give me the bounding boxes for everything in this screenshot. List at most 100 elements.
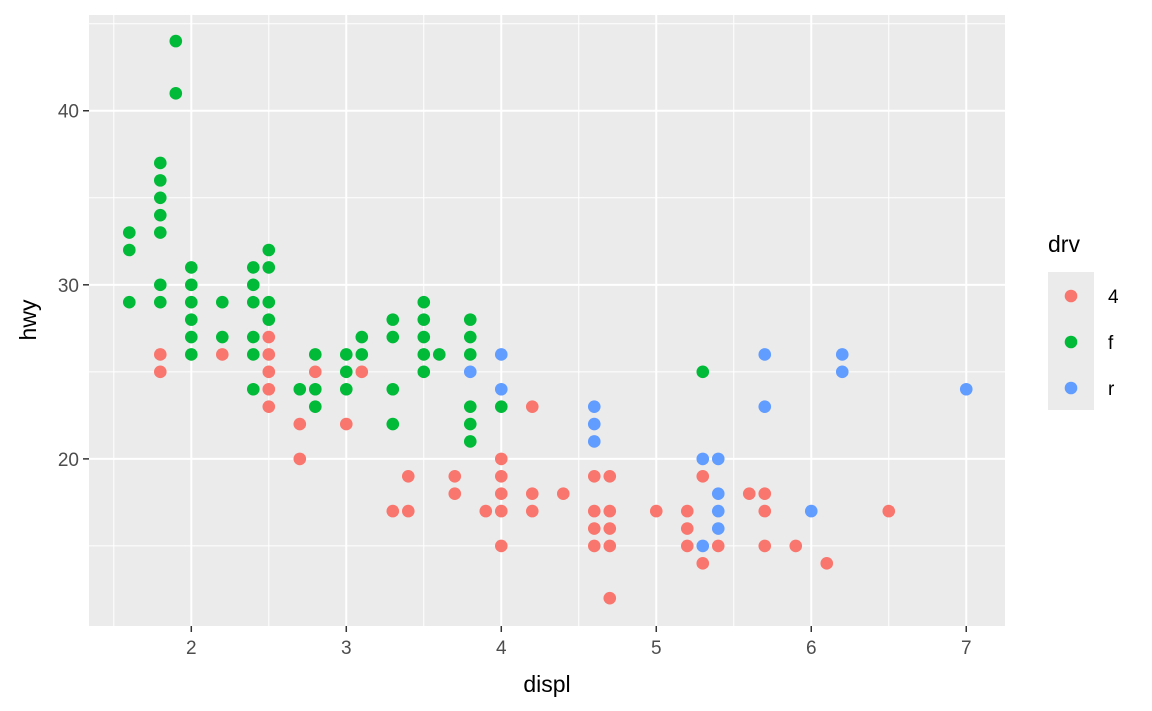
legend-key-f: [1064, 335, 1078, 349]
data-point-r: [959, 382, 973, 396]
data-point-4: [262, 365, 276, 379]
data-point-f: [417, 348, 431, 361]
legend-label-f: f: [1108, 333, 1114, 354]
data-point-r: [835, 348, 849, 361]
data-point-f: [169, 34, 183, 48]
data-point-f: [386, 313, 400, 326]
data-point-4: [742, 487, 756, 501]
data-point-f: [339, 348, 353, 361]
data-point-f: [463, 348, 477, 361]
data-point-f: [262, 313, 276, 326]
data-point-4: [448, 469, 462, 483]
data-point-r: [711, 452, 725, 466]
data-point-r: [711, 522, 725, 535]
data-point-f: [246, 382, 260, 396]
data-point-f: [463, 435, 477, 448]
data-point-4: [680, 539, 694, 553]
data-point-f: [153, 208, 167, 222]
gridlines: [89, 15, 1005, 626]
x-axis-label: displ: [523, 671, 570, 697]
data-point-f: [184, 330, 198, 344]
data-point-4: [262, 348, 276, 361]
data-point-f: [386, 330, 400, 344]
data-point-f: [153, 226, 167, 239]
data-point-f: [463, 313, 477, 326]
x-tick-label: 7: [961, 638, 972, 659]
data-point-4: [603, 469, 617, 483]
data-point-4: [556, 487, 570, 501]
data-point-4: [758, 504, 772, 518]
data-point-4: [215, 348, 229, 361]
axes: 2 3 4 5 6 7 20 30 40: [58, 102, 972, 659]
data-point-f: [308, 400, 322, 413]
data-point-r: [587, 435, 601, 448]
data-point-f: [293, 382, 307, 396]
x-tick-label: 6: [806, 638, 817, 659]
data-point-f: [463, 417, 477, 431]
data-point-4: [494, 487, 508, 501]
data-point-4: [153, 348, 167, 361]
data-point-f: [153, 174, 167, 187]
data-point-4: [603, 591, 617, 605]
data-point-4: [386, 504, 400, 518]
data-point-f: [463, 400, 477, 413]
data-point-r: [587, 400, 601, 413]
data-point-f: [463, 330, 477, 344]
data-point-4: [680, 504, 694, 518]
data-point-f: [184, 261, 198, 274]
data-point-r: [494, 382, 508, 396]
data-point-f: [417, 295, 431, 309]
data-point-f: [153, 191, 167, 205]
data-point-f: [184, 348, 198, 361]
data-point-f: [355, 330, 369, 344]
data-point-f: [339, 382, 353, 396]
data-point-f: [386, 417, 400, 431]
data-point-f: [355, 348, 369, 361]
x-tick-label: 4: [496, 638, 507, 659]
data-point-4: [262, 382, 276, 396]
x-tick-label: 3: [341, 638, 352, 659]
y-axis-label: hwy: [15, 299, 41, 340]
data-point-f: [262, 295, 276, 309]
data-point-f: [246, 348, 260, 361]
data-point-4: [587, 522, 601, 535]
data-point-f: [122, 226, 136, 239]
data-point-4: [711, 539, 725, 553]
data-point-4: [494, 539, 508, 553]
data-point-4: [587, 469, 601, 483]
data-point-f: [262, 243, 276, 257]
legend-key-4: [1064, 289, 1078, 303]
data-point-r: [711, 487, 725, 501]
data-point-4: [401, 504, 415, 518]
data-point-f: [432, 348, 446, 361]
data-point-4: [355, 365, 369, 379]
data-point-f: [386, 382, 400, 396]
data-point-4: [293, 417, 307, 431]
data-point-4: [308, 365, 322, 379]
x-tick-label: 5: [651, 638, 662, 659]
data-point-4: [587, 504, 601, 518]
legend-label-4: 4: [1108, 287, 1119, 308]
data-point-f: [696, 365, 710, 379]
data-point-4: [649, 504, 663, 518]
data-point-f: [122, 243, 136, 257]
data-point-f: [215, 295, 229, 309]
data-point-4: [758, 539, 772, 553]
data-point-4: [696, 469, 710, 483]
data-point-f: [262, 261, 276, 274]
data-point-4: [153, 365, 167, 379]
data-point-4: [603, 504, 617, 518]
legend: drv 4 f r: [1048, 231, 1119, 410]
data-point-4: [758, 487, 772, 501]
data-point-f: [417, 313, 431, 326]
data-point-f: [153, 278, 167, 292]
data-point-r: [758, 400, 772, 413]
data-points: [122, 34, 973, 605]
data-point-f: [494, 400, 508, 413]
data-point-4: [587, 539, 601, 553]
data-point-f: [308, 348, 322, 361]
data-point-r: [587, 417, 601, 431]
data-point-4: [401, 469, 415, 483]
data-point-4: [603, 522, 617, 535]
data-point-r: [494, 348, 508, 361]
